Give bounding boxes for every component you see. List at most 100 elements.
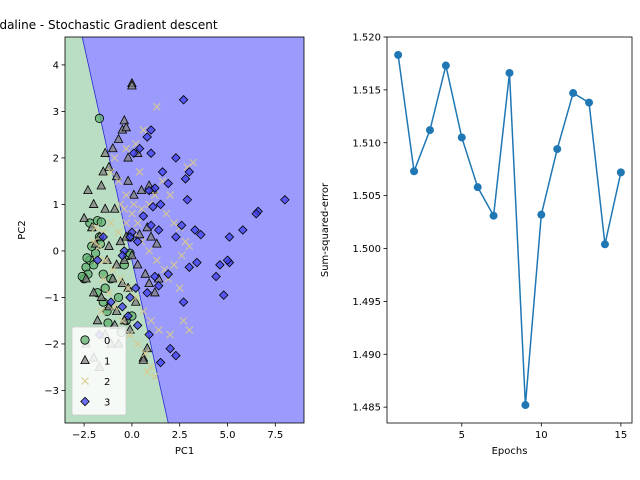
point-class-2-stroke-b [152,256,161,265]
point-class-3 [238,225,248,235]
point-class-1 [123,175,133,185]
point-class-2 [185,242,194,251]
point-class-2-stroke-b [114,177,123,186]
point-class-0 [98,269,108,279]
point-class-2-stroke-b [124,284,133,293]
legend-box [71,326,127,416]
point-class-2 [152,256,161,265]
point-class-3 [211,271,221,282]
point-class-1 [88,198,99,208]
plot-area [65,37,304,423]
point-class-2-stroke-b [170,260,178,269]
point-class-2-stroke-b [170,219,178,227]
x-tick-label: 15 [614,430,627,441]
point-class-2-stroke-b [166,191,175,200]
point-class-2 [106,167,115,176]
error-point [585,98,594,107]
point-class-2-stroke-b [95,242,104,251]
error-point [521,401,530,410]
point-class-2 [118,316,127,325]
chart-2: 5 10 15 1.485 1.490 1.495 1.500 1.505 1.510 1.515… [320,33,633,457]
point-class-1 [138,354,149,364]
legend-marker-2-stroke-b [81,377,89,385]
plot-area [394,50,625,410]
point-class-1 [88,287,99,297]
point-class-2-stroke-b [99,274,108,283]
point-class-2 [89,237,98,246]
point-class-3 [178,297,189,307]
point-class-2 [137,205,146,214]
point-class-1 [128,189,139,199]
point-class-2 [175,284,184,293]
decision-boundary [81,37,169,423]
error-point [410,167,419,176]
point-class-2 [116,274,125,283]
y-tick-label: 1.485 [352,403,381,414]
point-class-2-stroke-b [129,200,138,209]
point-class-3 [146,148,156,159]
point-class-2-stroke-b [133,339,142,348]
legend: 0 1 2 3 [71,326,127,416]
point-class-3 [106,297,116,307]
point-class-0 [113,292,124,303]
point-class-0 [103,318,113,328]
point-class-2-stroke-b [110,153,119,162]
point-class-2 [126,330,134,339]
chart-title: Adaline - Stochastic Gradient descent [0,18,218,32]
point-class-3 [215,260,225,270]
point-class-2 [135,167,144,176]
point-class-3 [132,320,143,331]
point-class-2 [110,153,119,162]
x-tick-label: 10 [535,430,548,441]
point-class-2-stroke-b [131,293,140,302]
point-class-3 [130,283,141,293]
point-class-2 [177,251,186,260]
point-class-2 [105,288,113,297]
point-class-3 [142,288,152,298]
y-tick-label: 2 [53,153,59,164]
point-class-1 [96,291,107,301]
point-class-3 [155,357,166,368]
point-class-2 [141,349,150,358]
point-class-2 [143,367,152,376]
point-class-1 [79,212,89,222]
point-class-2-stroke-b [150,191,159,200]
y-axis-label: Sum-squared-error [320,182,331,277]
point-class-3 [125,232,135,242]
y-tick-label: −3 [44,386,59,397]
point-class-3 [117,301,128,312]
point-class-1 [115,235,126,246]
point-class-1 [127,80,137,90]
point-class-2-stroke-b [105,288,113,297]
point-class-3 [224,232,235,242]
point-class-3 [123,311,133,321]
point-class-1 [140,268,151,278]
point-class-1 [100,203,111,213]
point-class-2 [122,144,131,153]
point-class-1 [134,228,145,239]
point-class-3 [171,232,181,242]
x-tick-label: 5 [459,430,465,441]
point-class-2-stroke-b [145,200,154,209]
point-class-3 [144,185,154,196]
point-class-3 [153,281,164,291]
error-point [569,89,578,98]
point-class-3 [155,199,166,210]
point-class-1 [119,115,130,125]
point-class-1 [130,296,141,306]
error-point [457,133,466,142]
legend-marker-3 [80,396,90,407]
point-class-2-stroke-b [131,140,140,148]
point-class-3 [195,229,206,240]
point-class-1 [123,152,133,162]
y-tick-label: 1.490 [352,350,381,361]
point-class-2 [170,260,178,269]
legend-marker-2 [81,377,89,385]
point-class-0 [96,217,106,227]
point-class-3 [192,257,202,268]
y-tick-label: 1 [53,200,59,211]
legend-marker-1 [80,354,90,365]
point-class-2 [108,265,117,274]
point-class-2-stroke-b [122,144,131,153]
point-class-1 [113,133,124,143]
